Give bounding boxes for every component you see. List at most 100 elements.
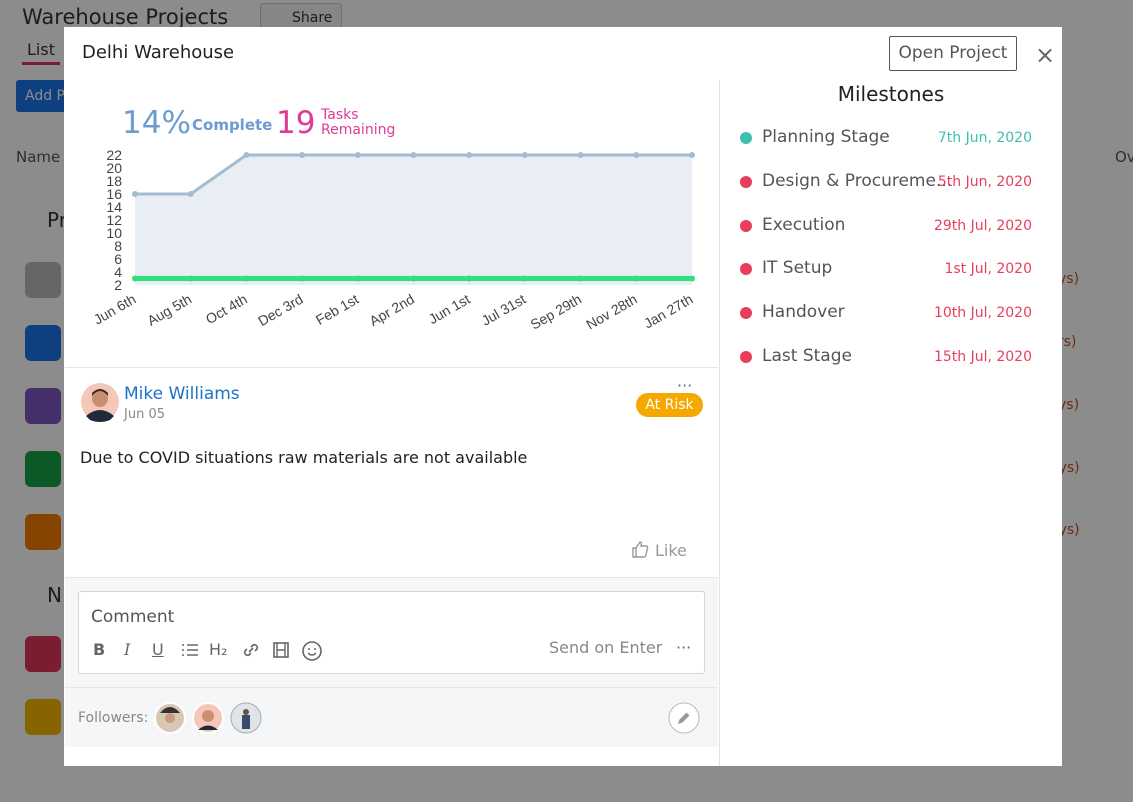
milestone-date: 1st Jul, 2020 [944,261,1032,278]
y-tick-label: 14 [106,199,122,215]
add-button[interactable]: Add P [25,88,65,104]
milestone-name: Handover [762,302,845,323]
milestone-dot [740,351,752,363]
post-date: Jun 05 [124,407,165,422]
open-project-button[interactable]: Open Project [889,36,1017,71]
milestone-name: Planning Stage [762,127,890,147]
point [132,275,138,282]
x-tick-label: Jan 27th [641,291,696,332]
heading-button[interactable]: H₂ [209,640,228,659]
comment-area: Comment B I U H₂ Send on Enter ··· [65,577,718,687]
post: Mike Williams Jun 05 ··· At Risk Due to … [65,367,718,577]
milestone-date: 29th Jul, 2020 [933,217,1032,234]
milestone-name: Last Stage [762,346,852,366]
bold-button[interactable]: B [93,640,106,659]
point [299,275,306,282]
x-tick-label: Oct 4th [203,291,250,327]
row-note: rs) [1058,334,1077,350]
column-header: Ov [1115,148,1133,166]
point [410,152,417,158]
milestone-name: Design & Procureme... [762,170,953,191]
point [132,191,138,197]
milestone-name: Execution [762,214,846,235]
x-tick-label: Jun 6th [91,291,139,328]
milestone-dot [740,132,752,144]
point [354,275,361,282]
milestone-date: 15th Jul, 2020 [933,349,1032,365]
media-button[interactable] [271,640,291,660]
edit-button[interactable] [667,701,701,735]
point [243,152,250,158]
like-button[interactable]: Like [655,541,687,560]
point [689,275,695,282]
comment-box[interactable]: Comment B I U H₂ Send on Enter ··· [78,591,705,674]
more-button[interactable]: ··· [676,638,692,657]
status-badge: At Risk [636,393,703,417]
underline-button[interactable]: U [152,640,164,659]
author[interactable]: Mike Williams [124,384,240,404]
emoji-button[interactable] [301,640,323,662]
point [521,275,528,282]
point [577,152,584,158]
y-tick-label: 12 [106,212,122,228]
y-tick-label: 2 [114,277,122,293]
close-button[interactable]: × [1035,41,1056,69]
point [466,275,473,282]
x-tick-label: Feb 1st [313,291,362,328]
x-tick-label: Apr 2nd [367,291,417,329]
followers: Followers: [65,687,718,747]
x-tick-label: Nov 28th [583,291,640,333]
list-tab[interactable]: List [27,40,55,59]
y-tick-label: 6 [114,251,122,267]
milestones-title: Milestones [837,82,945,106]
share-button[interactable]: Share [292,10,333,26]
post-body: Due to COVID situations raw materials ar… [80,448,528,467]
y-tick-label: 10 [106,225,122,241]
y-tick-label: 20 [106,160,122,176]
modal: Delhi Warehouse Open Project × 14% Compl… [64,27,1062,766]
point [689,152,695,158]
area [135,155,692,285]
row-note: ys) [1058,397,1080,413]
y-tick-label: 16 [106,186,122,202]
point [577,275,584,282]
milestone-name: IT Setup [762,258,833,279]
x-tick-label: Jun 1st [426,291,473,327]
x-tick-label: Jul 31st [479,291,529,329]
milestone-dot [740,219,752,232]
y-tick-label: 18 [106,173,122,189]
italic-button[interactable]: I [124,640,131,659]
modal-title: Delhi Warehouse [82,42,235,63]
y-tick-label: 8 [114,238,122,254]
milestone-dot [740,307,752,320]
point [187,191,194,197]
tasks-count: 19 [276,105,316,141]
follower-avatars [154,702,262,734]
point [466,152,473,158]
row-note: ys) [1058,271,1080,287]
percent-label: Complete [192,116,273,134]
x-tick-label: Sep 29th [528,291,585,333]
milestone-dot [740,175,752,188]
milestone-dot [740,263,752,276]
avatar [81,383,119,422]
x-tick-label: Aug 5th [144,291,194,329]
tasks-label: Remaining [321,122,396,138]
point [354,152,361,158]
point [187,275,194,282]
comment-placeholder: Comment [91,607,175,627]
point [243,275,250,282]
x-tick-label: Dec 3rd [255,291,305,329]
point [521,152,528,158]
tasks-label: Tasks [321,107,359,123]
column-header: Name [16,148,61,166]
link-button[interactable] [241,640,261,660]
milestone-date: 5th Jun, 2020 [937,173,1032,190]
list-button[interactable] [180,641,200,659]
point [410,275,417,282]
group-label: Pr [47,208,67,232]
percent: 14% [122,105,191,141]
more-button[interactable]: ··· [677,376,693,395]
